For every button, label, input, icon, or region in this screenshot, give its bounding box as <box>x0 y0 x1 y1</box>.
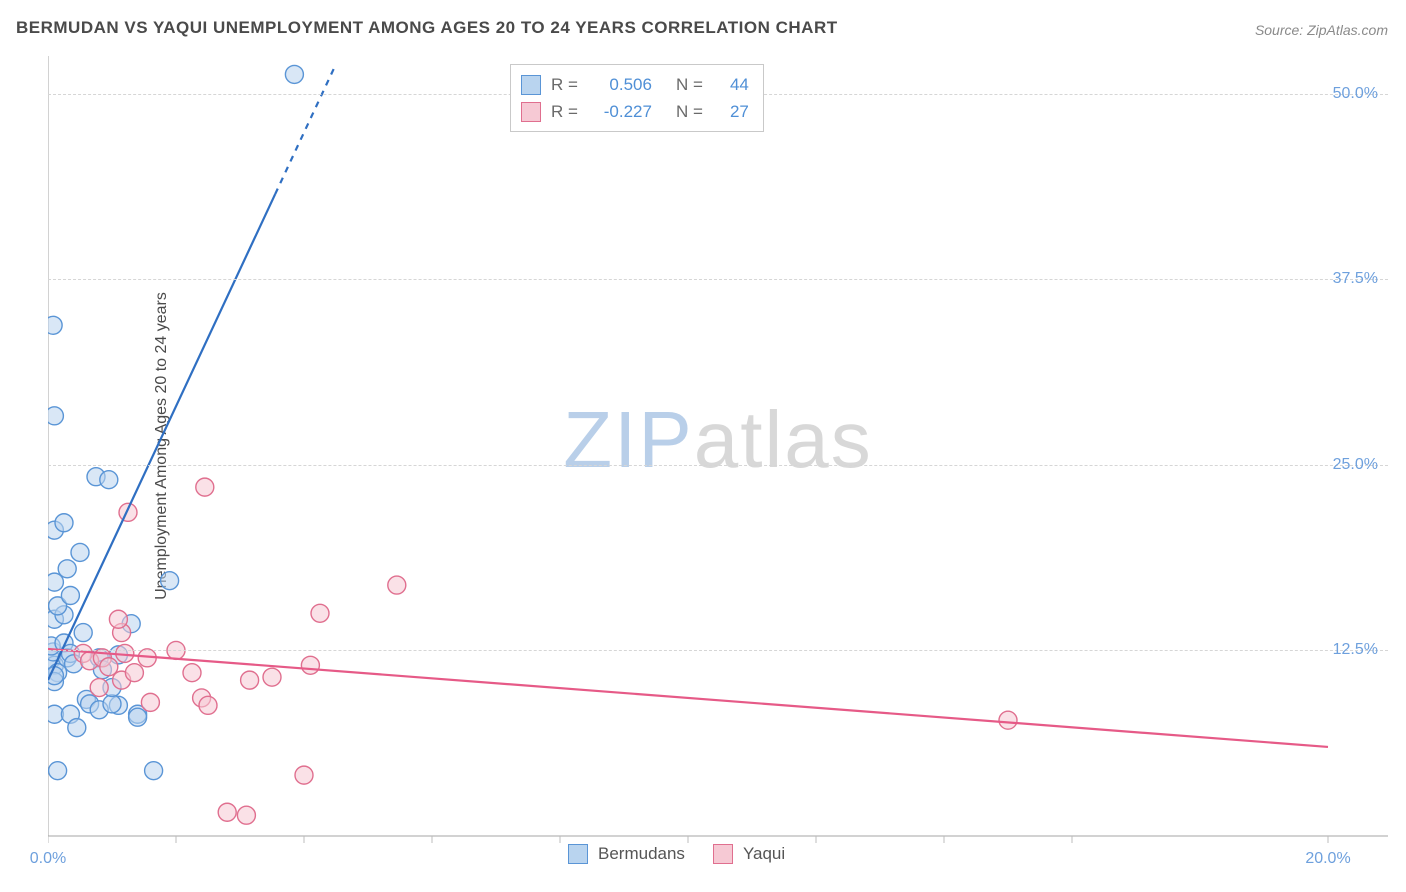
series-swatch <box>713 844 733 864</box>
gridline <box>48 465 1388 466</box>
y-tick-label: 37.5% <box>1333 270 1378 288</box>
x-tick-label: 20.0% <box>1305 850 1350 868</box>
x-tick-label: 0.0% <box>30 850 66 868</box>
series-swatch <box>521 102 541 122</box>
chart-title: BERMUDAN VS YAQUI UNEMPLOYMENT AMONG AGE… <box>16 18 838 38</box>
series-swatch <box>521 75 541 95</box>
n-label: N = <box>676 98 703 125</box>
y-tick-label: 50.0% <box>1333 85 1378 103</box>
gridline <box>48 279 1388 280</box>
r-label: R = <box>551 98 578 125</box>
scatter-plot: ZIPatlas 12.5%25.0%37.5%50.0%0.0%20.0%R … <box>48 56 1388 856</box>
n-value: 44 <box>719 71 749 98</box>
legend-entry: Yaqui <box>713 844 785 864</box>
legend-label: Bermudans <box>598 844 685 864</box>
n-label: N = <box>676 71 703 98</box>
r-value: -0.227 <box>594 98 652 125</box>
gridline <box>48 650 1388 651</box>
y-tick-label: 12.5% <box>1333 641 1378 659</box>
stats-row: R = -0.227 N = 27 <box>521 98 749 125</box>
n-value: 27 <box>719 98 749 125</box>
legend-label: Yaqui <box>743 844 785 864</box>
source-attribution: Source: ZipAtlas.com <box>1255 22 1388 38</box>
y-tick-label: 25.0% <box>1333 456 1378 474</box>
r-label: R = <box>551 71 578 98</box>
series-legend: Bermudans Yaqui <box>568 844 785 864</box>
legend-entry: Bermudans <box>568 844 685 864</box>
series-swatch <box>568 844 588 864</box>
stats-row: R = 0.506 N = 44 <box>521 71 749 98</box>
plot-overlay: 12.5%25.0%37.5%50.0%0.0%20.0%R =0.506N =… <box>48 56 1388 856</box>
correlation-stats-box: R = 0.506 N = 44 R = -0.227 N = 27 <box>510 64 764 132</box>
r-value: 0.506 <box>594 71 652 98</box>
